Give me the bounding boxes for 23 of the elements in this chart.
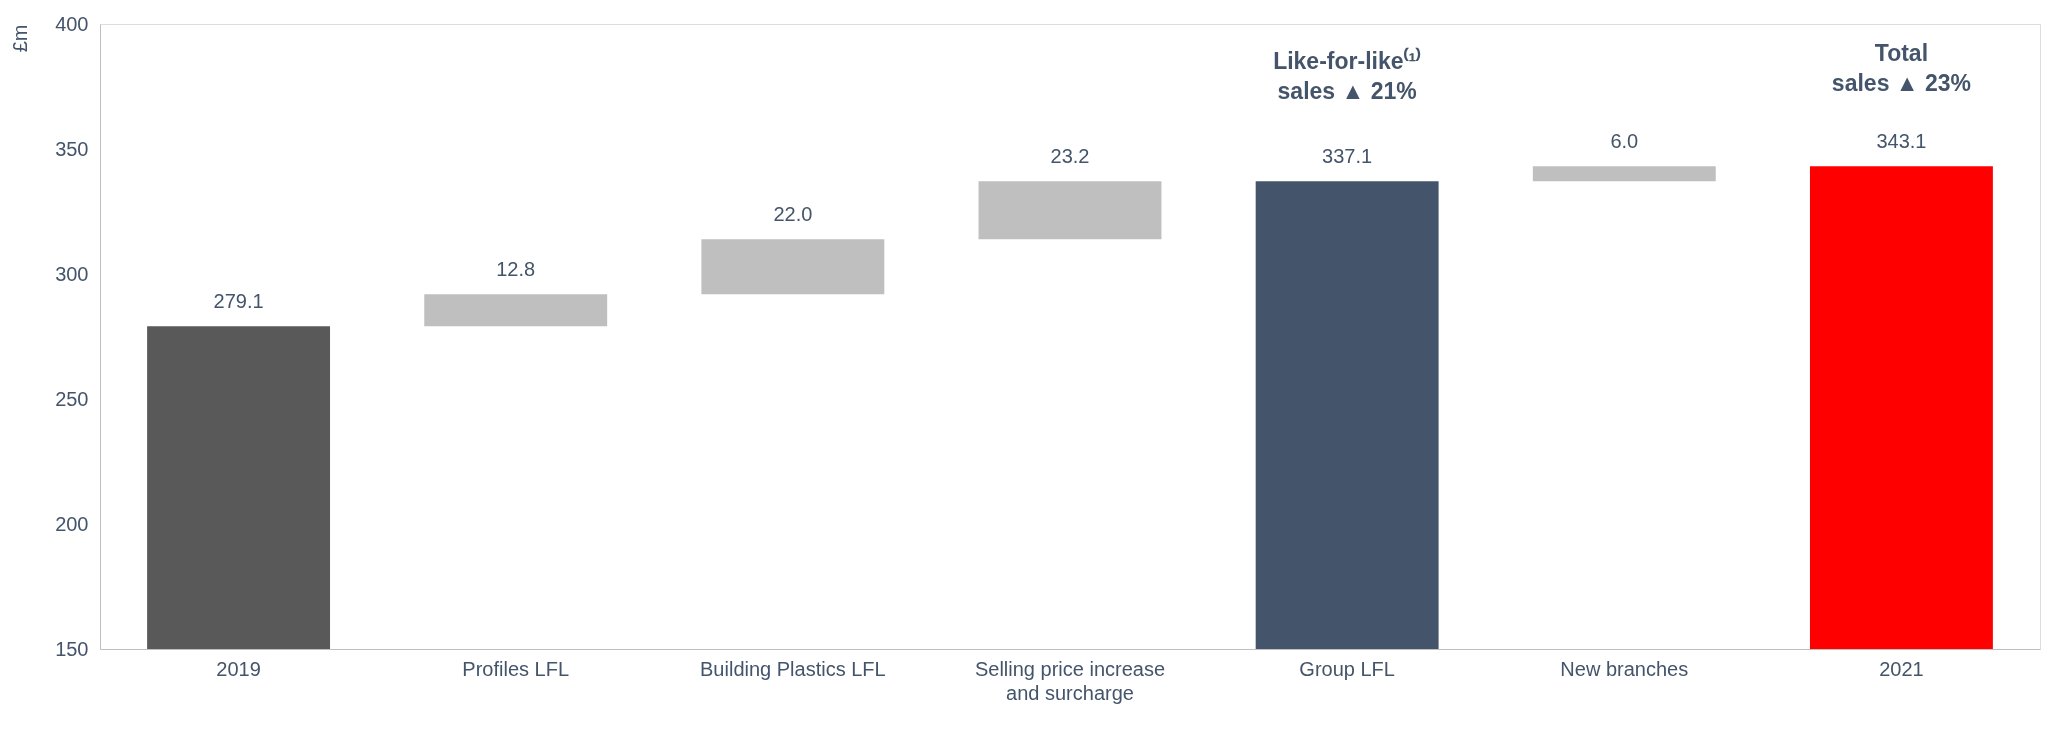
- y-axis-title: £m: [8, 24, 31, 53]
- y-tick-label: 200: [55, 512, 89, 535]
- annotation: Total sales ▲ 23%: [1831, 40, 1971, 96]
- x-tick-label: Group LFL: [1299, 657, 1395, 680]
- x-tick-label: Building Plastics LFL: [700, 657, 886, 680]
- data-label: 337.1: [1322, 145, 1373, 168]
- y-tick-label: 350: [55, 137, 89, 160]
- x-tick-label: 2021: [1879, 657, 1924, 680]
- x-tick-label: Selling price increase and surcharge: [974, 657, 1166, 704]
- y-tick-label: 250: [55, 387, 89, 410]
- annotation: Like-for-like⁽¹⁾ sales ▲ 21%: [1273, 46, 1422, 104]
- data-label: 279.1: [213, 290, 264, 313]
- x-tick-label: 2019: [216, 657, 261, 680]
- data-label: 343.1: [1876, 130, 1927, 153]
- data-label: 12.8: [496, 258, 536, 281]
- data-label: 6.0: [1610, 130, 1639, 153]
- data-label: 23.2: [1050, 145, 1090, 168]
- y-tick-label: 300: [55, 262, 89, 285]
- y-tick-label: 150: [55, 637, 89, 660]
- data-label: 22.0: [773, 203, 813, 226]
- y-tick-label: 400: [55, 12, 89, 35]
- x-tick-label: Profiles LFL: [462, 657, 570, 680]
- x-tick-label: New branches: [1560, 657, 1689, 680]
